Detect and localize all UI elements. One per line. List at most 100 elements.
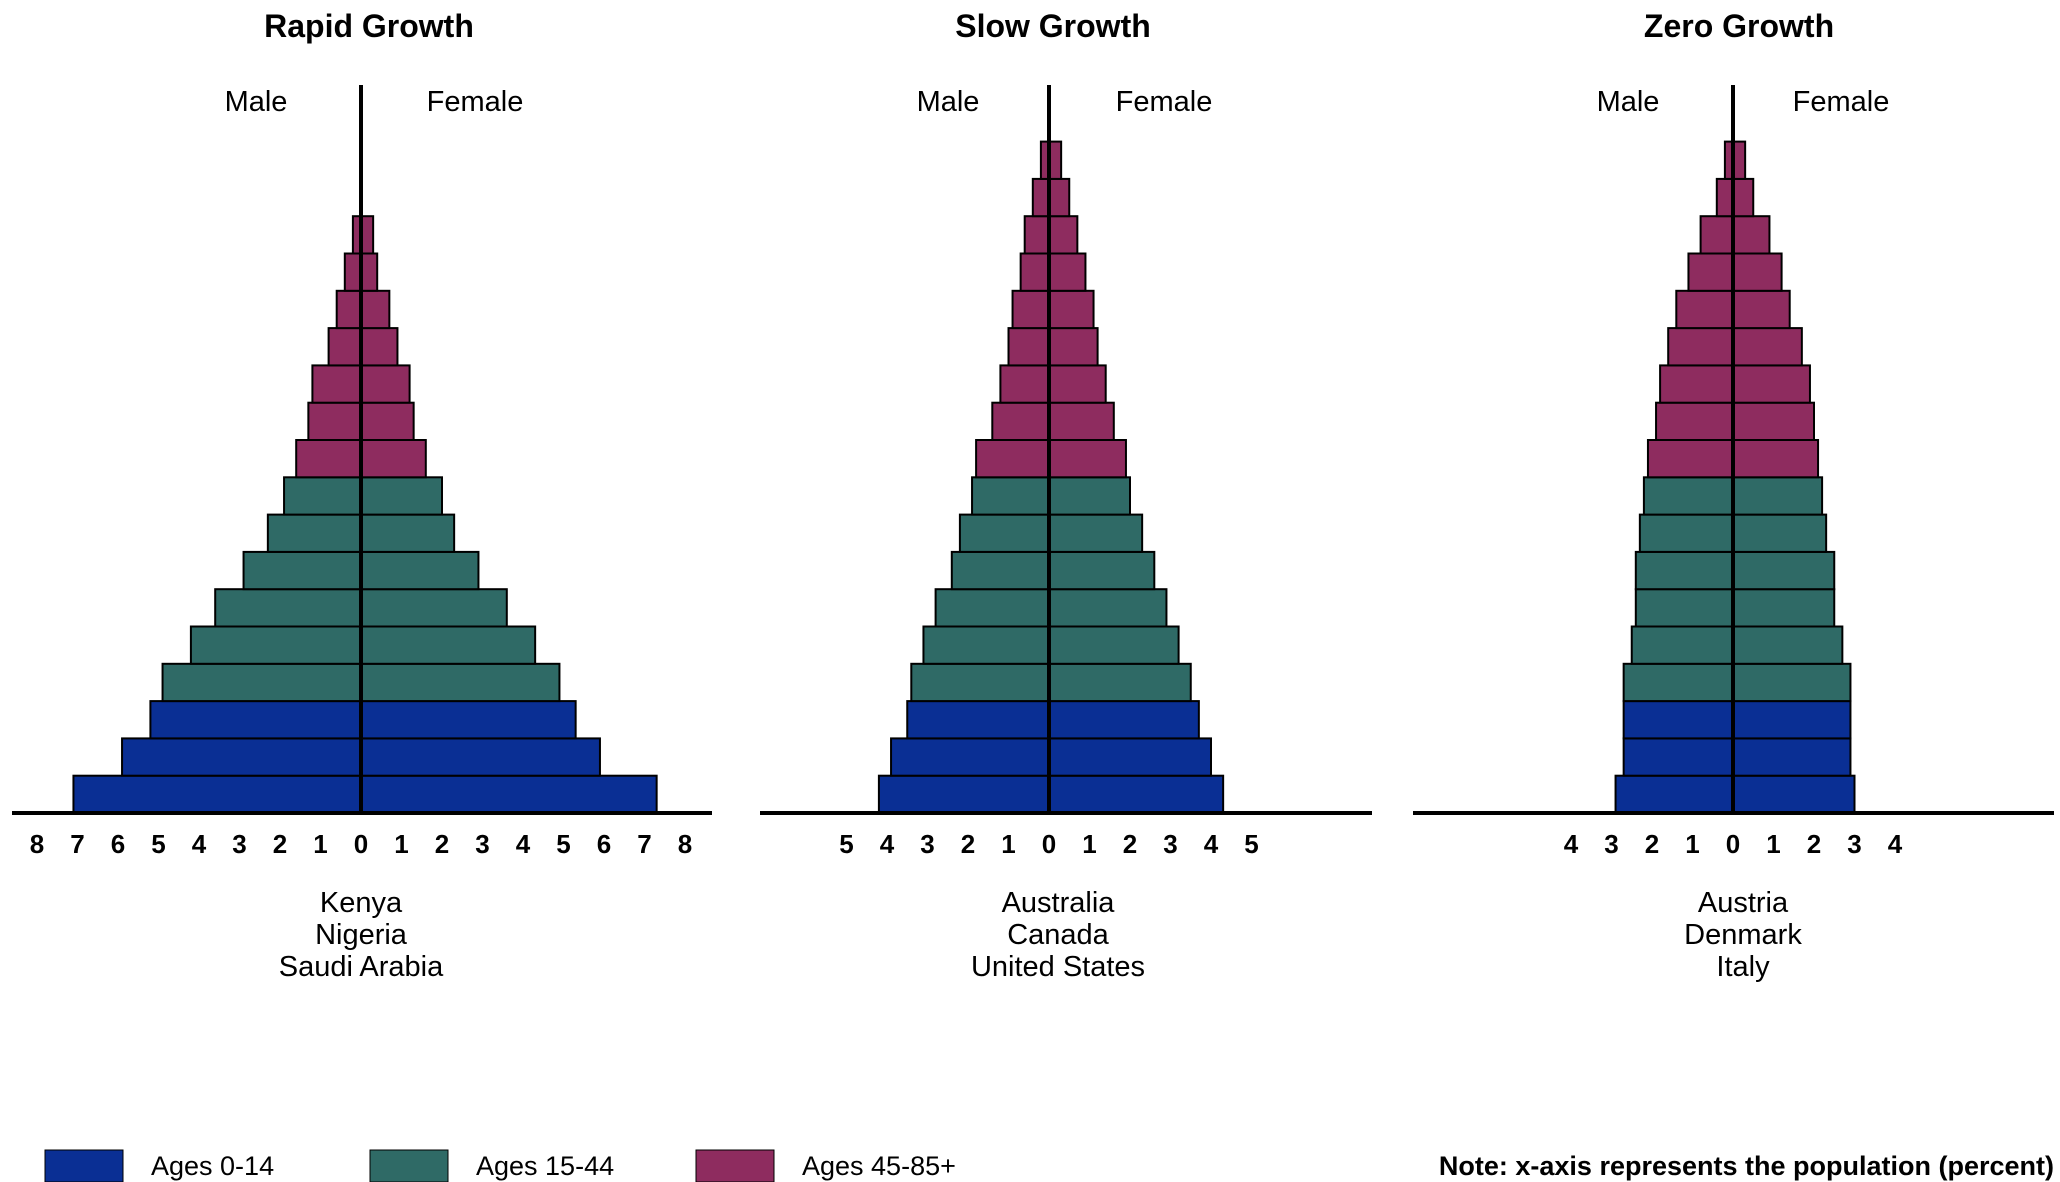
bar-female [360, 662, 561, 703]
bar-male [934, 588, 1050, 628]
bar-female [360, 625, 537, 665]
bar-female [1048, 476, 1131, 516]
bar-female [1732, 364, 1811, 404]
chart-title: Zero Growth [1644, 8, 1834, 44]
bar-male [958, 513, 1051, 553]
bar-male [72, 774, 362, 815]
x-tick-label: 1 [1766, 829, 1780, 859]
legend: Ages 0-14 Ages 15-44 Ages 45-85+ [44, 1149, 956, 1182]
chart-title: Slow Growth [955, 8, 1151, 44]
bar-male [1638, 513, 1734, 553]
bar-female [360, 439, 427, 479]
legend-label: Ages 45-85+ [802, 1151, 956, 1181]
bar-male [295, 439, 363, 479]
bar-female [1048, 177, 1071, 218]
bar-female [1732, 588, 1836, 628]
bar-male [1675, 289, 1735, 330]
bar-male [1023, 215, 1050, 255]
male-label: Male [1597, 86, 1660, 118]
bar-male [189, 625, 362, 665]
bar-male [1622, 737, 1735, 777]
bar-male [161, 662, 362, 703]
bar-male [242, 550, 362, 591]
bar-female [1732, 700, 1852, 740]
country-label: Italy [1716, 951, 1770, 983]
x-tick-label: 3 [1604, 829, 1618, 859]
x-tick-label: 4 [516, 829, 531, 859]
x-tick-label: 2 [1807, 829, 1821, 859]
x-tick-label: 5 [1244, 829, 1258, 859]
female-label: Female [427, 86, 524, 118]
bar-male [971, 476, 1050, 516]
chart-title: Rapid Growth [264, 8, 474, 44]
x-tick-label: 7 [70, 829, 84, 859]
x-tick-label: 1 [313, 829, 327, 859]
bar-female [1732, 401, 1815, 442]
x-tick-label: 3 [475, 829, 489, 859]
bar-female [1048, 513, 1144, 553]
bar-female [360, 364, 411, 404]
bar-female [1732, 550, 1836, 591]
bar-female [360, 550, 480, 591]
bar-female [1048, 439, 1127, 479]
bar-female [1048, 700, 1200, 740]
bar-female [360, 700, 577, 740]
bar-male [311, 364, 362, 404]
bar-female [1732, 327, 1803, 367]
bar-female [1048, 737, 1212, 777]
legend-swatch-ages-45-85 [695, 1149, 775, 1182]
x-tick-label: 3 [232, 829, 246, 859]
bar-male [307, 401, 363, 442]
axis-note: Note: x-axis represents the population (… [1439, 1151, 2054, 1181]
bar-female [1048, 215, 1079, 255]
bar-female [1732, 662, 1852, 703]
bar-male [149, 700, 362, 740]
bar-female [1732, 289, 1791, 330]
legend-label: Ages 15-44 [476, 1151, 614, 1181]
bar-male [327, 327, 363, 367]
bar-male [922, 625, 1051, 665]
x-tick-label: 5 [556, 829, 570, 859]
bar-male [1642, 476, 1735, 516]
x-tick-label: 1 [394, 829, 408, 859]
country-label: Nigeria [315, 919, 408, 951]
x-tick-label: 0 [1726, 829, 1740, 859]
x-tick-label: 5 [839, 829, 853, 859]
bar-male [343, 252, 362, 292]
country-label: Canada [1007, 919, 1109, 951]
country-label: Kenya [320, 887, 403, 919]
bar-female [1732, 476, 1824, 516]
bar-female [1732, 737, 1852, 777]
bar-male [1634, 588, 1735, 628]
x-tick-label: 3 [1163, 829, 1177, 859]
x-tick-label: 2 [1123, 829, 1137, 859]
bar-male [121, 737, 362, 777]
legend-swatch-ages-0-14 [44, 1149, 124, 1182]
male-label: Male [225, 86, 288, 118]
bar-male [1699, 215, 1734, 255]
female-label: Female [1793, 86, 1890, 118]
bar-female [360, 476, 443, 516]
bar-male [1614, 774, 1735, 815]
bar-male [1646, 439, 1734, 479]
bar-male [890, 737, 1050, 777]
x-tick-label: 2 [435, 829, 449, 859]
bar-male [1667, 327, 1734, 367]
bar-male [991, 401, 1050, 442]
x-tick-label: 4 [192, 829, 207, 859]
x-tick-label: 1 [1001, 829, 1015, 859]
country-label: United States [971, 951, 1145, 983]
x-tick-label: 1 [1082, 829, 1096, 859]
bar-female [1048, 588, 1168, 628]
x-tick-label: 4 [1888, 829, 1903, 859]
bar-female [1048, 327, 1099, 367]
bar-female [1048, 774, 1225, 815]
legend-swatch-ages-15-44 [369, 1149, 449, 1182]
bar-female [1048, 401, 1115, 442]
bar-female [1732, 439, 1820, 479]
bar-male [975, 439, 1050, 479]
bar-male [1630, 625, 1734, 665]
bar-female [1732, 625, 1844, 665]
country-label: Saudi Arabia [279, 951, 444, 983]
